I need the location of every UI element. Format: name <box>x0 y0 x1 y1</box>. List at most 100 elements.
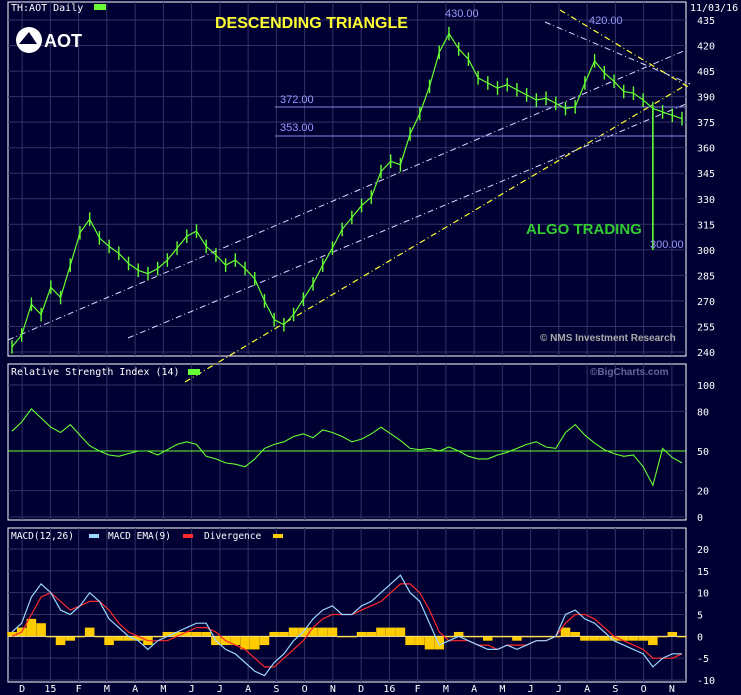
yellow-resistance-line <box>559 9 691 89</box>
rsi-y-tick: 80 <box>697 407 709 418</box>
rsi-legend-swatch <box>188 369 200 375</box>
logo-text: AOT <box>44 31 82 51</box>
x-tick-label: A <box>132 684 138 695</box>
chart-symbol: TH:AOT Daily <box>11 3 83 14</box>
divergence-bar <box>172 631 182 637</box>
divergence-bar <box>36 623 46 637</box>
price-y-tick: 345 <box>697 169 715 180</box>
price-y-tick: 315 <box>697 220 715 231</box>
divergence-bar <box>531 636 542 638</box>
macd-y-tick: 20 <box>697 545 709 556</box>
level-420-label: 420.00 <box>589 15 623 27</box>
divergence-bar <box>618 636 629 641</box>
divergence-bar <box>181 631 192 637</box>
macd-legend: MACD(12,26) MACD EMA(9) Divergence <box>11 531 283 542</box>
algo-trading-label: ALGO TRADING <box>526 221 642 238</box>
rsi-title: Relative Strength Index (14) <box>11 367 180 378</box>
price-y-tick: 360 <box>697 144 715 155</box>
divergence-bar <box>580 636 590 641</box>
divergence-bar <box>152 636 163 638</box>
pattern-title: DESCENDING TRIANGLE <box>215 15 408 32</box>
price-y-tick: 375 <box>697 118 715 129</box>
divergence-bar <box>201 631 211 637</box>
divergence-bar <box>589 636 600 641</box>
x-tick-label: M <box>499 684 505 695</box>
divergence-bar <box>463 636 474 638</box>
price-y-tick: 255 <box>697 322 715 333</box>
divergence-bar <box>415 636 425 646</box>
aot-logo: AOT <box>16 27 82 53</box>
macd-y-tick: 5 <box>697 611 703 622</box>
divergence-bar <box>502 636 513 638</box>
rsi-series-line <box>11 407 683 487</box>
price-y-tick: 390 <box>697 93 715 104</box>
divergence-bar <box>609 636 619 641</box>
divergence-bar <box>512 636 522 641</box>
price-y-tick: 300 <box>697 246 715 257</box>
x-tick-label: F <box>76 684 82 695</box>
divergence-bar <box>191 631 202 637</box>
divergence-legend-label: Divergence <box>204 531 261 542</box>
divergence-bar <box>162 631 173 637</box>
price-y-tick: 330 <box>697 195 715 206</box>
divergence-bar <box>65 636 76 641</box>
yellow-support-line <box>184 84 687 383</box>
divergence-legend-swatch <box>273 534 283 538</box>
x-tick-label: A <box>471 684 477 695</box>
lower-channel-line <box>127 103 687 339</box>
divergence-bar <box>279 631 289 637</box>
divergence-bar <box>104 636 114 646</box>
price-series-line <box>11 32 683 348</box>
divergence-bar <box>628 636 639 641</box>
divergence-bar <box>453 631 464 637</box>
panel-frame-0 <box>7 1 687 357</box>
divergence-bar <box>84 627 95 637</box>
divergence-bar <box>269 631 279 637</box>
macd-ema-line <box>11 583 683 668</box>
divergence-bar <box>356 631 367 637</box>
divergence-bar <box>75 636 85 638</box>
macd-line <box>11 574 682 677</box>
divergence-bar <box>483 636 493 641</box>
divergence-bar <box>327 627 338 637</box>
x-tick-label: 16 <box>383 684 395 695</box>
divergence-bar <box>424 636 435 650</box>
divergence-bar <box>541 636 551 638</box>
x-tick-label: J <box>217 684 223 695</box>
divergence-bar <box>94 636 105 638</box>
x-tick-label: O <box>302 684 308 695</box>
x-tick-label: A <box>584 684 590 695</box>
divergence-bar <box>444 636 454 638</box>
x-tick-label: J <box>556 684 562 695</box>
divergence-bar <box>492 636 503 638</box>
trendlines <box>7 9 691 383</box>
x-tick-label: 15 <box>44 684 56 695</box>
level-300-label: 300.00 <box>650 239 684 251</box>
macd-y-tick: 15 <box>697 567 709 578</box>
divergence-bar <box>133 636 144 641</box>
white-resistance-line <box>544 21 691 85</box>
panel-frames <box>7 1 687 683</box>
divergence-bar <box>317 627 328 637</box>
divergence-bar <box>366 631 377 637</box>
divergence-bar <box>259 636 270 646</box>
level-430-label: 430.00 <box>445 8 479 20</box>
divergence-bar <box>385 627 396 637</box>
x-tick-label: N <box>669 684 675 695</box>
series-layer <box>7 26 687 677</box>
rsi-y-tick: 50 <box>697 447 709 458</box>
divergence-bar <box>7 631 17 637</box>
x-tick-label: N <box>330 684 336 695</box>
price-y-tick: 435 <box>697 16 715 27</box>
divergence-bar <box>638 636 648 641</box>
rsi-y-tick: 0 <box>697 513 703 524</box>
divergence-bar <box>240 636 250 650</box>
panel-frame-2 <box>7 527 687 683</box>
x-tick-label: O <box>641 684 647 695</box>
divergence-bar <box>677 636 687 638</box>
axis-ticks: D 15 F M A M J J A S O N D 16 F M A M J J A S O N 435 420 405 390 37… <box>19 16 715 695</box>
divergence-bar <box>249 636 260 650</box>
divergence-bar <box>376 627 386 637</box>
x-tick-label: M <box>104 684 110 695</box>
x-tick-label: D <box>358 684 364 695</box>
